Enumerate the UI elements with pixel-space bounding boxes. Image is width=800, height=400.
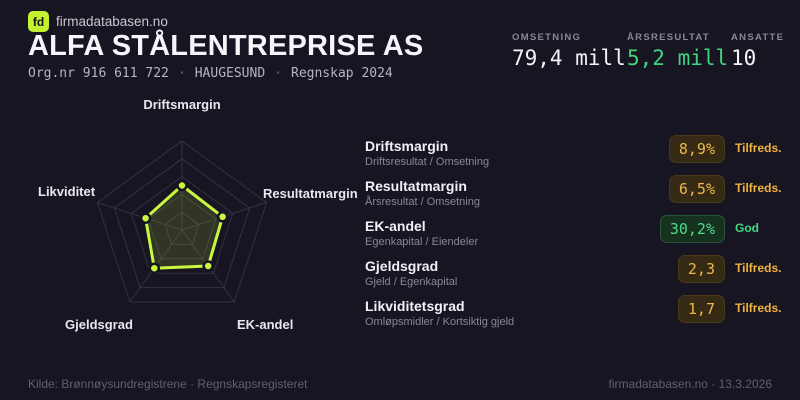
separator-dot: · (177, 66, 186, 81)
radar-axis-resultatmargin: Resultatmargin (263, 186, 358, 201)
metric-title: Resultatmargin (365, 178, 467, 194)
radar-axis-driftsmargin: Driftsmargin (143, 97, 221, 112)
metric-title: Likviditetsgrad (365, 298, 465, 314)
metric-value-badge: 2,3 (677, 255, 725, 283)
company-location: HAUGESUND (194, 66, 266, 81)
footer-site-date: firmadatabasen.no · 13.3.2026 (608, 377, 772, 391)
metric-rating: Tilfreds. (735, 261, 782, 275)
metric-row-ek-andel: EK-andel Egenkapital / Eiendeler 30,2% G… (365, 215, 795, 255)
metric-value-badge: 1,7 (677, 295, 725, 323)
radar-axis-gjeldsgrad: Gjeldsgrad (65, 317, 133, 332)
metric-title: Driftsmargin (365, 138, 449, 154)
metric-formula: Driftsresultat / Omsetning (365, 156, 490, 168)
stat-omsetning: OMSETNING 79,4 mill (512, 32, 626, 70)
brand-site-name: firmadatabasen.no (56, 14, 168, 29)
metric-row-likviditetsgrad: Likviditetsgrad Omløpsmidler / Kortsikti… (365, 295, 795, 335)
company-subtitle: Org.nr 916 611 722 · HAUGESUND · Regnskap 20… (28, 66, 393, 81)
stat-value: 79,4 mill (512, 46, 626, 70)
metric-title: Gjeldsgrad (365, 258, 439, 274)
metric-row-gjeldsgrad: Gjeldsgrad Gjeld / Egenkapital 2,3 Tilfr… (365, 255, 795, 295)
metric-rating: Tilfreds. (735, 181, 782, 195)
metric-rating: Tilfreds. (735, 301, 782, 315)
metric-value-badge: 8,9% (668, 135, 725, 163)
metric-formula: Gjeld / Egenkapital (365, 276, 458, 288)
metric-formula: Egenkapital / Eiendeler (365, 236, 479, 248)
report-period: Regnskap 2024 (291, 66, 393, 81)
stat-label: ÅRSRESULTAT (627, 32, 710, 43)
radar-axis-ek-andel: EK-andel (237, 317, 294, 332)
metric-value-badge: 30,2% (659, 215, 725, 243)
footer-source: Kilde: Brønnøysundregistrene · Regnskaps… (28, 377, 308, 391)
metric-rating: Tilfreds. (735, 141, 782, 155)
radar-chart (96, 140, 268, 303)
stat-ansatte: ANSATTE 10 (731, 32, 784, 70)
radar-axis-likviditet: Likviditet (38, 184, 96, 199)
metric-value-badge: 6,5% (668, 175, 725, 203)
stat-value: 5,2 mill (627, 46, 729, 70)
metric-title: EK-andel (365, 218, 426, 234)
metric-formula: Omløpsmidler / Kortsiktig gjeld (365, 316, 515, 328)
stat-value: 10 (731, 46, 757, 70)
metric-row-driftsmargin: Driftsmargin Driftsresultat / Omsetning … (365, 135, 795, 175)
company-title: ALFA STÅLENTREPRISE AS (28, 30, 424, 62)
org-number: Org.nr 916 611 722 (28, 66, 169, 81)
metric-formula: Årsresultat / Omsetning (365, 196, 480, 208)
separator-dot: · (274, 66, 282, 81)
stat-arsresultat: ÅRSRESULTAT 5,2 mill (627, 32, 728, 70)
stat-label: ANSATTE (731, 32, 785, 43)
metric-row-resultatmargin: Resultatmargin Årsresultat / Omsetning 6… (365, 175, 795, 215)
brand-logo-icon: fd (28, 11, 49, 32)
stat-label: OMSETNING (512, 32, 582, 43)
metric-rating: God (735, 221, 759, 235)
